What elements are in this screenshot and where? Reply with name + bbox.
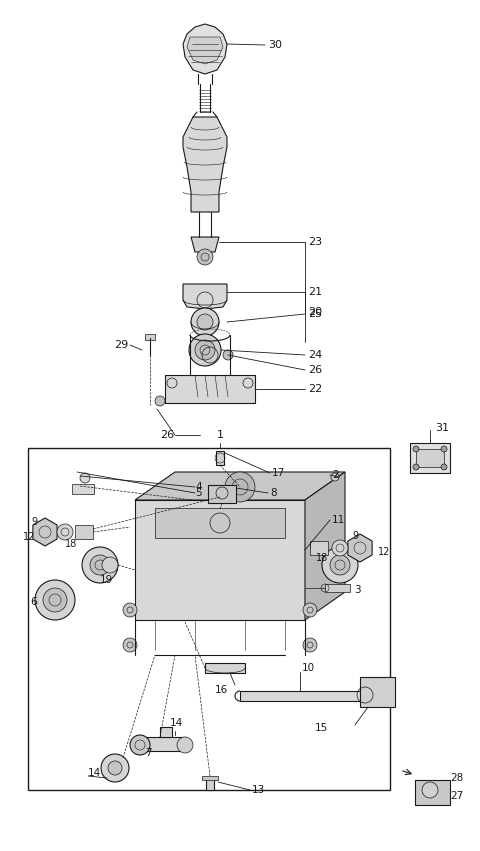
Bar: [325, 584, 350, 592]
Text: 7: 7: [145, 748, 152, 758]
Text: 2: 2: [332, 470, 338, 480]
Text: 23: 23: [308, 237, 322, 247]
Bar: [72, 484, 94, 494]
Circle shape: [191, 308, 219, 336]
Circle shape: [123, 603, 137, 617]
Text: 5: 5: [195, 488, 202, 498]
Circle shape: [322, 547, 358, 583]
Bar: [75, 525, 93, 539]
Circle shape: [413, 464, 419, 470]
Circle shape: [90, 555, 110, 575]
Text: 12: 12: [378, 547, 390, 557]
Text: 6: 6: [30, 597, 37, 607]
Text: 31: 31: [435, 423, 449, 433]
Circle shape: [330, 555, 350, 575]
Circle shape: [197, 249, 213, 265]
Polygon shape: [135, 472, 345, 500]
Text: 14: 14: [88, 768, 101, 778]
Text: 14: 14: [170, 718, 183, 728]
Polygon shape: [183, 24, 227, 74]
Circle shape: [303, 603, 317, 617]
Text: 8: 8: [270, 488, 276, 498]
Bar: [160, 727, 172, 737]
Bar: [416, 449, 444, 467]
Text: 16: 16: [215, 685, 228, 695]
Text: 9: 9: [32, 517, 38, 527]
Bar: [216, 451, 224, 465]
Circle shape: [441, 464, 447, 470]
Circle shape: [413, 446, 419, 452]
Circle shape: [35, 580, 75, 620]
Text: 22: 22: [308, 384, 322, 394]
Circle shape: [43, 588, 67, 612]
Circle shape: [332, 540, 348, 556]
Text: 4: 4: [195, 482, 202, 492]
Bar: [360, 677, 395, 707]
Polygon shape: [187, 37, 223, 64]
Text: 10: 10: [302, 663, 315, 673]
Bar: [28, 448, 390, 790]
Bar: [155, 508, 285, 538]
Text: 25: 25: [308, 309, 322, 319]
Polygon shape: [135, 500, 305, 620]
Polygon shape: [348, 534, 372, 562]
Circle shape: [108, 761, 122, 775]
Circle shape: [123, 638, 137, 652]
Text: 19: 19: [100, 575, 113, 585]
Polygon shape: [191, 237, 219, 252]
Circle shape: [102, 557, 118, 573]
Text: 24: 24: [308, 350, 322, 360]
Text: 18: 18: [316, 553, 328, 563]
Circle shape: [101, 754, 129, 782]
Circle shape: [130, 735, 150, 755]
Text: 3: 3: [354, 585, 360, 595]
Text: 29: 29: [114, 340, 128, 350]
Text: 11: 11: [332, 515, 345, 525]
Polygon shape: [305, 472, 345, 620]
Text: 12: 12: [23, 532, 35, 542]
Polygon shape: [183, 284, 227, 309]
Circle shape: [189, 334, 221, 366]
Circle shape: [82, 547, 118, 583]
Polygon shape: [33, 518, 57, 546]
Bar: [240, 691, 370, 701]
Text: 9: 9: [352, 531, 358, 541]
Text: 21: 21: [308, 287, 322, 297]
Circle shape: [195, 340, 215, 360]
Circle shape: [80, 473, 90, 483]
Bar: [140, 737, 185, 751]
Bar: [206, 778, 214, 790]
Bar: [410, 443, 450, 473]
Text: 27: 27: [450, 791, 463, 801]
Circle shape: [303, 638, 317, 652]
Bar: [202, 776, 218, 780]
Circle shape: [155, 396, 165, 406]
Circle shape: [331, 473, 339, 481]
Circle shape: [177, 737, 193, 753]
Circle shape: [225, 472, 255, 502]
Bar: [310, 541, 328, 555]
Bar: [205, 663, 245, 673]
Text: 18: 18: [65, 539, 77, 549]
Bar: [415, 780, 450, 805]
Polygon shape: [183, 117, 227, 212]
Text: 15: 15: [315, 723, 328, 733]
Text: 1: 1: [216, 430, 224, 440]
Circle shape: [441, 446, 447, 452]
Circle shape: [197, 314, 213, 330]
Text: 17: 17: [272, 468, 285, 478]
Bar: [208, 485, 236, 503]
Text: 28: 28: [450, 773, 463, 783]
Text: 26: 26: [160, 430, 174, 440]
Bar: [165, 375, 255, 403]
Text: 26: 26: [308, 365, 322, 375]
Circle shape: [422, 782, 438, 798]
Text: 13: 13: [252, 785, 265, 795]
Circle shape: [57, 524, 73, 540]
Circle shape: [223, 350, 233, 360]
Text: 20: 20: [308, 307, 322, 317]
Text: 30: 30: [268, 40, 282, 50]
Bar: [145, 334, 155, 340]
